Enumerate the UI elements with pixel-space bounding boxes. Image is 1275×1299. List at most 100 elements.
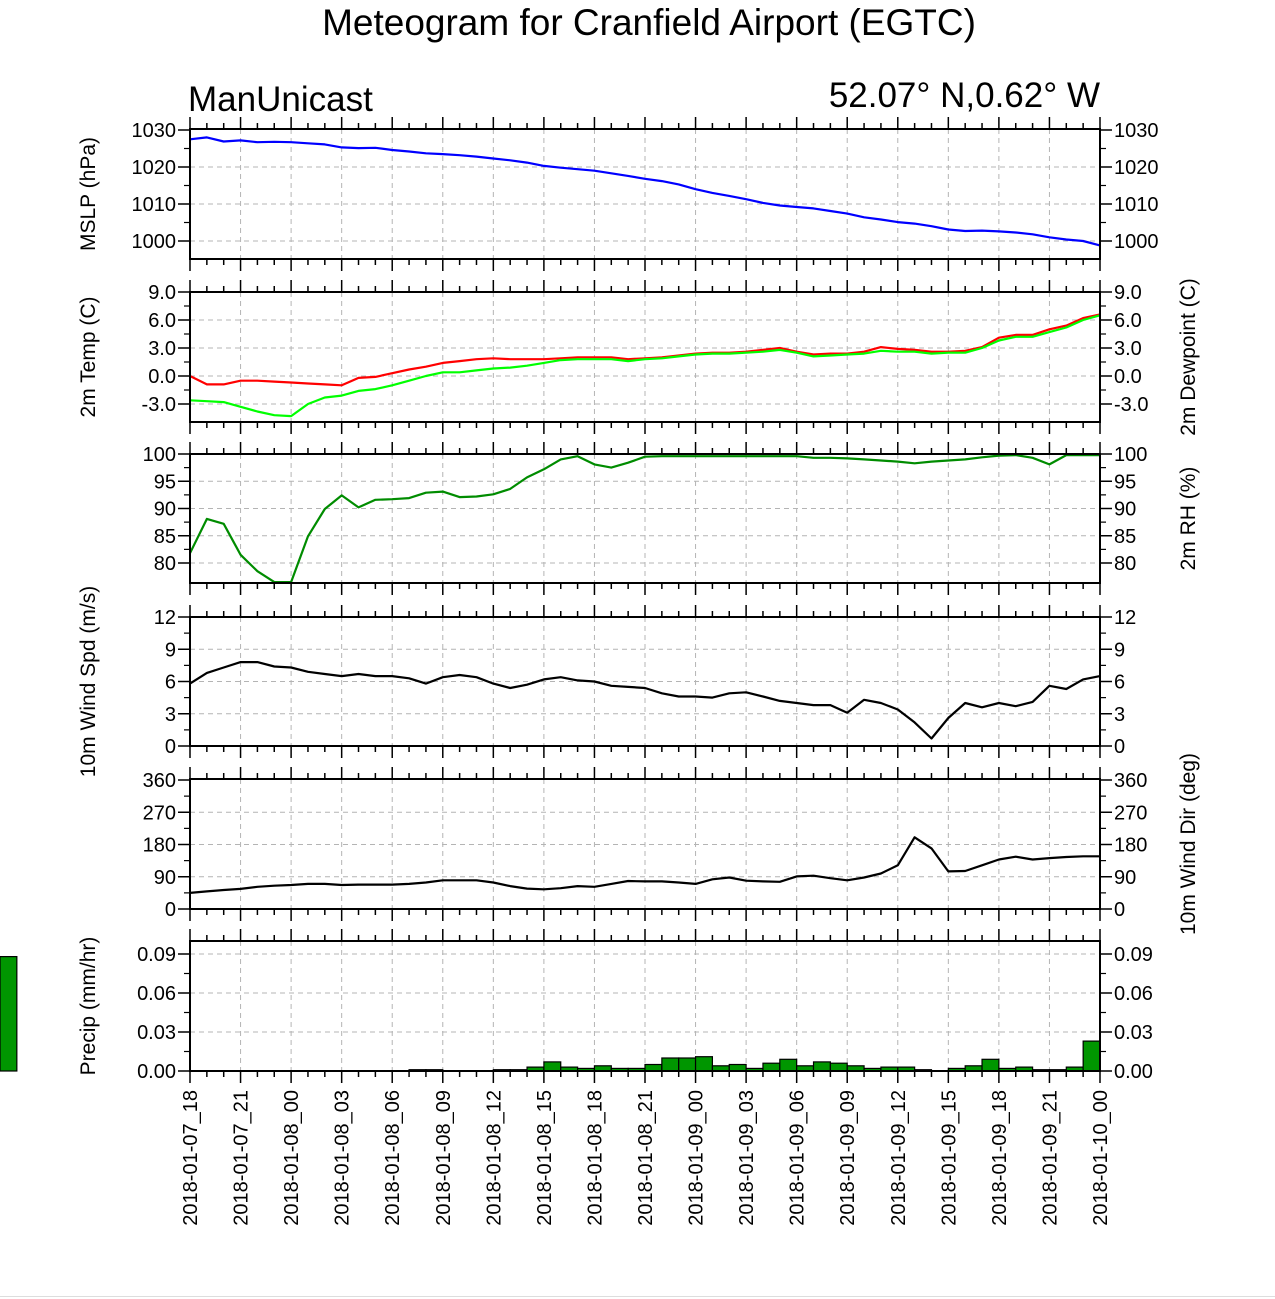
y-tick-label-left: 0.09 <box>137 944 176 966</box>
y-tick-label-left: 6 <box>165 672 176 694</box>
y-tick-label-right: 9.0 <box>1114 282 1142 304</box>
y-tick-label-left: 80 <box>154 553 176 575</box>
precip-bar <box>762 1062 781 1072</box>
y-tick-label-left: -3.0 <box>142 394 176 416</box>
x-tick-label: 2018-01-09_09 <box>837 1090 859 1226</box>
x-tick-label: 2018-01-08_15 <box>534 1090 556 1226</box>
y-tick-label-right: 0.0 <box>1114 366 1142 388</box>
y-axis-title-left: 2m Temp (C) <box>77 297 100 418</box>
y-tick-label-left: 270 <box>143 802 176 824</box>
y-tick-label-left: 9.0 <box>148 282 176 304</box>
panel-5: 0 0 90 90 180 180 270 270 360 360 10m Wind Dir (de… <box>143 753 1200 935</box>
y-tick-label-right: 180 <box>1114 835 1147 857</box>
x-tick-label: 2018-01-08_18 <box>584 1090 606 1226</box>
precip-bar <box>812 1061 831 1072</box>
y-tick-label-left: 90 <box>154 867 176 889</box>
y-tick-label-left: 0.03 <box>137 1022 176 1044</box>
precip-bar <box>678 1057 697 1072</box>
coordinates-label: 52.07° N,0.62° W <box>828 76 1100 115</box>
x-tick-labels: 2018-01-07_18 2018-01-07_21 2018-01-08_00 2… <box>180 1090 1112 1226</box>
y-tick-label-left: 9 <box>165 639 176 661</box>
panel-6: 0.00 0.00 0.03 0.03 0.06 0.06 0.09 0.09 Precip (… <box>0 929 1153 1083</box>
y-tick-label-left: 1000 <box>132 231 177 253</box>
winddir-line <box>189 836 1100 894</box>
y-tick-label-right: 0 <box>1114 899 1125 921</box>
y-tick-label-right: 95 <box>1114 471 1136 493</box>
y-axis-title-left: 10m Wind Spd (m/s) <box>77 586 100 777</box>
y-tick-label-left: 3.0 <box>148 338 176 360</box>
y-axis-title-right: 2m Dewpoint (C) <box>1177 278 1200 436</box>
x-tick-label: 2018-01-09_12 <box>888 1090 910 1226</box>
y-axis-title-right: 2m RH (%) <box>1177 467 1200 571</box>
y-tick-label-left: 85 <box>154 526 176 548</box>
x-tick-label: 2018-01-09_15 <box>938 1090 960 1226</box>
y-tick-label-right: 6 <box>1114 672 1125 694</box>
y-tick-label-right: 3.0 <box>1114 338 1142 360</box>
precip-bar <box>829 1062 848 1072</box>
y-tick-label-right: 90 <box>1114 499 1136 521</box>
x-tick-label: 2018-01-08_09 <box>433 1090 455 1226</box>
rh-line <box>189 454 1100 584</box>
y-tick-label-right: 0.00 <box>1114 1061 1153 1083</box>
y-tick-label-left: 3 <box>165 704 176 726</box>
x-tick-label: 2018-01-07_21 <box>231 1090 253 1226</box>
y-tick-label-right: 6.0 <box>1114 310 1142 332</box>
wind-line <box>189 660 1101 740</box>
x-tick-label: 2018-01-07_18 <box>180 1090 202 1226</box>
precip-bar <box>0 955 18 1072</box>
mslp-line <box>189 136 1101 247</box>
y-tick-label-right: 0.09 <box>1114 944 1153 966</box>
chart-title: Meteogram for Cranfield Airport (EGTC) <box>322 2 976 43</box>
x-tick-label: 2018-01-08_21 <box>635 1090 657 1226</box>
y-tick-label-right: -3.0 <box>1114 394 1148 416</box>
x-tick-label: 2018-01-08_06 <box>382 1090 404 1226</box>
y-tick-label-left: 1030 <box>132 120 177 142</box>
y-tick-label-left: 360 <box>143 770 176 792</box>
y-tick-label-left: 0.06 <box>137 983 176 1005</box>
x-tick-label: 2018-01-09_18 <box>989 1090 1011 1226</box>
model-label: ManUnicast <box>188 80 373 119</box>
y-tick-label-left: 0 <box>165 736 176 758</box>
y-tick-label-left: 90 <box>154 499 176 521</box>
x-tick-label: 2018-01-08_12 <box>483 1090 505 1226</box>
x-tick-label: 2018-01-09_00 <box>686 1090 708 1226</box>
y-tick-label-right: 90 <box>1114 867 1136 889</box>
y-tick-label-right: 1020 <box>1114 157 1159 179</box>
y-tick-label-right: 1010 <box>1114 194 1159 216</box>
y-tick-label-left: 0 <box>165 899 176 921</box>
y-tick-label-right: 3 <box>1114 704 1125 726</box>
panel-3: 80 80 85 85 90 90 95 95 100 100 2m RH (%) <box>143 442 1200 595</box>
y-tick-label-right: 9 <box>1114 639 1125 661</box>
y-axis-title-left: MSLP (hPa) <box>77 137 100 251</box>
precip-bar <box>543 1061 562 1072</box>
panel-1: 1000 1000 1010 1010 1020 1020 1030 1030 MSLP (hP… <box>77 117 1159 271</box>
y-tick-label-right: 0.03 <box>1114 1022 1153 1044</box>
y-tick-label-right: 12 <box>1114 607 1136 629</box>
y-tick-label-right: 360 <box>1114 770 1147 792</box>
y-tick-label-right: 1000 <box>1114 231 1159 253</box>
precip-bar <box>694 1056 714 1072</box>
panel-4: 0 0 3 3 6 6 9 9 12 12 10m Wind Spd (m/s) <box>77 586 1136 777</box>
y-tick-label-left: 0.0 <box>148 366 176 388</box>
precip-bar <box>1082 1040 1101 1072</box>
y-tick-label-left: 12 <box>154 607 176 629</box>
y-tick-label-left: 6.0 <box>148 310 176 332</box>
y-tick-label-left: 100 <box>143 444 176 466</box>
y-tick-label-right: 0 <box>1114 736 1125 758</box>
y-tick-label-left: 95 <box>154 471 176 493</box>
y-tick-label-right: 100 <box>1114 444 1147 466</box>
x-tick-label: 2018-01-08_00 <box>281 1090 303 1226</box>
precip-bar <box>661 1057 680 1072</box>
y-tick-label-right: 1030 <box>1114 120 1159 142</box>
y-tick-label-left: 180 <box>143 835 176 857</box>
bottom-divider <box>0 1296 1275 1297</box>
precip-bar <box>981 1058 1000 1072</box>
y-axis-title-right: 10m Wind Dir (deg) <box>1177 753 1200 935</box>
precip-bar <box>779 1058 798 1072</box>
y-axis-title-left: Precip (mm/hr) <box>77 937 100 1076</box>
x-tick-label: 2018-01-09_21 <box>1039 1090 1061 1226</box>
panel-2: -3.0 -3.0 0.0 0.0 3.0 3.0 6.0 6.0 9.0 9.0 2m Temp … <box>77 278 1200 436</box>
x-tick-label: 2018-01-09_03 <box>736 1090 758 1226</box>
y-tick-label-right: 80 <box>1114 553 1136 575</box>
